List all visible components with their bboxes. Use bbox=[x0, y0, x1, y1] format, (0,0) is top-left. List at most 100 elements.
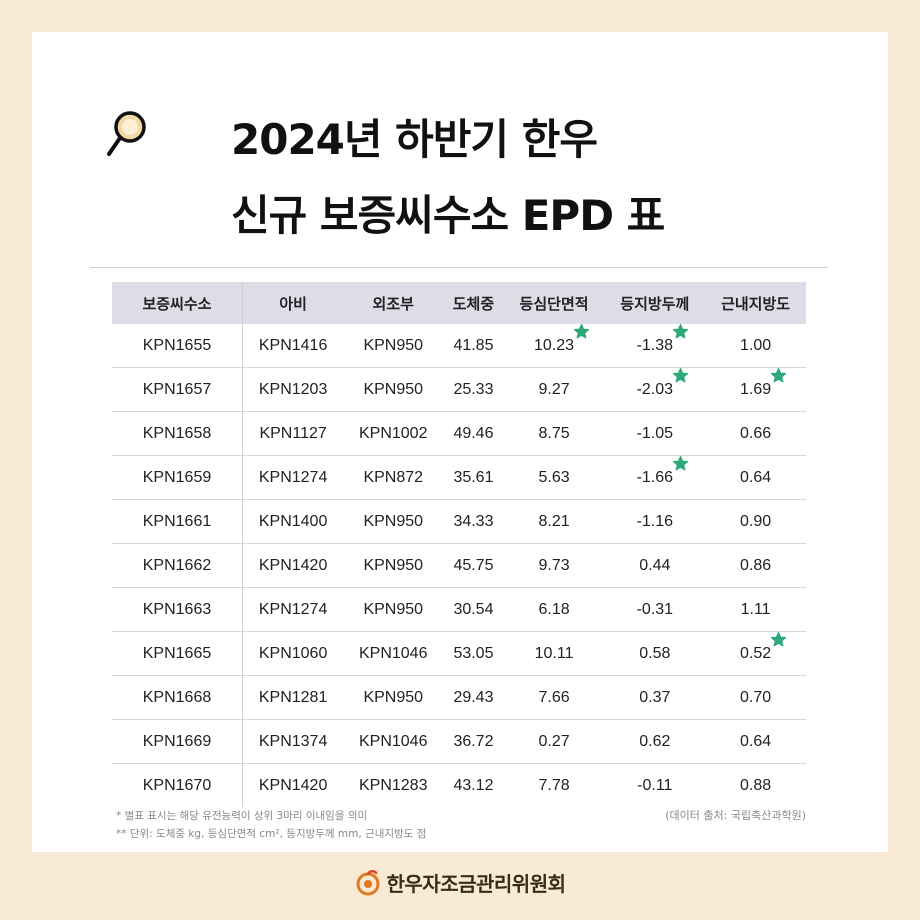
header-maternal-grandsire: 외조부 bbox=[343, 282, 444, 324]
cell-value: KPN950 bbox=[363, 512, 424, 530]
cell-value: 45.75 bbox=[453, 556, 494, 574]
cell-value: KPN1665 bbox=[142, 644, 212, 662]
header-eye-muscle-area: 등심단면적 bbox=[503, 282, 605, 324]
cell-eye-muscle-area: 9.73 bbox=[503, 543, 605, 588]
cell-value: 1.00 bbox=[740, 336, 772, 354]
header-sire: 아비 bbox=[242, 282, 344, 324]
cell-maternal-grandsire: KPN1002 bbox=[343, 411, 444, 456]
cell-sire: KPN1203 bbox=[242, 367, 344, 412]
cell-bull: KPN1657 bbox=[112, 367, 243, 412]
cell-sire: KPN1281 bbox=[242, 675, 344, 720]
cell-maternal-grandsire: KPN1283 bbox=[343, 764, 443, 808]
cell-value: 0.58 bbox=[639, 644, 671, 662]
cell-value: -1.66 bbox=[637, 455, 689, 487]
cell-marbling-score: 1.00 bbox=[705, 324, 806, 368]
cell-value: 25.33 bbox=[453, 380, 494, 398]
footer-org-name: 한우자조금관리위원회 bbox=[386, 872, 567, 896]
cell-carcass-weight: 30.54 bbox=[443, 587, 504, 632]
cell-carcass-weight: 25.33 bbox=[443, 367, 504, 412]
cell-value: KPN1374 bbox=[258, 732, 328, 750]
cell-eye-muscle-area: 9.27 bbox=[503, 367, 605, 412]
star-icon bbox=[573, 323, 590, 338]
header-carcass-weight: 도체중 bbox=[443, 282, 504, 324]
cell-value: KPN1420 bbox=[258, 776, 328, 794]
cell-eye-muscle-area: 7.78 bbox=[504, 764, 605, 808]
hanwoo-logo-icon bbox=[356, 869, 379, 895]
cell-value: KPN1002 bbox=[358, 424, 428, 442]
cell-backfat-thickness: 0.58 bbox=[604, 631, 706, 676]
cell-eye-muscle-area: 5.63 bbox=[503, 455, 605, 500]
cell-marbling-score: 0.52 bbox=[705, 631, 806, 676]
cell-sire: KPN1127 bbox=[242, 411, 344, 456]
cell-bull: KPN1669 bbox=[112, 719, 243, 764]
cell-value: KPN1203 bbox=[258, 380, 328, 398]
cell-value: KPN1283 bbox=[358, 776, 428, 794]
cell-value: 0.66 bbox=[740, 424, 772, 442]
cell-value: 8.75 bbox=[538, 424, 570, 442]
cell-marbling-score: 0.88 bbox=[705, 764, 806, 808]
cell-bull: KPN1663 bbox=[112, 587, 243, 632]
cell-marbling-score: 0.66 bbox=[705, 411, 806, 456]
footnote-units: ** 단위: 도체중 kg, 등심단면적 cm², 등지방두께 mm, 근내지방… bbox=[116, 828, 427, 840]
star-icon bbox=[771, 367, 787, 382]
cell-maternal-grandsire: KPN950 bbox=[343, 499, 444, 544]
cell-value: 0.86 bbox=[740, 556, 772, 574]
header-marbling-score: 근내지방도 bbox=[705, 282, 806, 324]
table-row: KPN1670 KPN1420 KPN1283 43.12 7.78 -0.11 0.88 bbox=[112, 763, 806, 808]
cell-eye-muscle-area: 8.75 bbox=[503, 411, 605, 456]
cell-value: KPN1046 bbox=[358, 732, 428, 750]
cell-marbling-score: 1.11 bbox=[705, 587, 806, 632]
cell-marbling-score: 0.64 bbox=[705, 719, 806, 764]
cell-value: KPN950 bbox=[363, 556, 424, 574]
cell-sire: KPN1400 bbox=[242, 499, 344, 544]
cell-value: KPN872 bbox=[363, 468, 424, 486]
cell-bull: KPN1655 bbox=[112, 324, 243, 368]
cell-backfat-thickness: -1.05 bbox=[604, 411, 706, 456]
cell-eye-muscle-area: 10.23 bbox=[503, 323, 605, 368]
cell-value: -1.05 bbox=[636, 424, 674, 442]
header-backfat-thickness: 등지방두께 bbox=[604, 282, 706, 324]
page-title-line2: 신규 보증씨수소 EPD 표 bbox=[231, 191, 665, 240]
cell-value: KPN1060 bbox=[258, 644, 328, 662]
cell-value: 53.05 bbox=[453, 644, 494, 662]
cell-value: KPN950 bbox=[363, 380, 424, 398]
cell-value: KPN1281 bbox=[258, 688, 328, 706]
cell-eye-muscle-area: 6.18 bbox=[503, 587, 605, 632]
table-row: KPN1659 KPN1274 KPN872 35.61 5.63 -1.66 0.64 bbox=[112, 455, 806, 500]
footer: 한우자조금관리위원회 bbox=[0, 868, 920, 904]
cell-carcass-weight: 35.61 bbox=[443, 455, 504, 500]
cell-backfat-thickness: 0.44 bbox=[604, 543, 706, 588]
cell-value: 0.88 bbox=[740, 776, 772, 794]
cell-backfat-thickness: 0.62 bbox=[604, 719, 706, 764]
cell-value: 29.43 bbox=[453, 688, 494, 706]
cell-value: 49.46 bbox=[453, 424, 494, 442]
cell-value: KPN1127 bbox=[259, 424, 327, 442]
cell-value: 30.54 bbox=[453, 600, 494, 618]
cell-value: KPN1400 bbox=[258, 512, 328, 530]
cell-bull: KPN1658 bbox=[112, 411, 243, 456]
cell-value: KPN1420 bbox=[258, 556, 328, 574]
cell-value: 0.37 bbox=[639, 688, 671, 706]
cell-sire: KPN1274 bbox=[242, 587, 344, 632]
epd-table: 보증씨수소 아비 외조부 도체중 등심단면적 등지방두께 근내지방도 KPN16… bbox=[112, 282, 806, 807]
cell-value: KPN1274 bbox=[258, 468, 328, 486]
cell-marbling-score: 0.86 bbox=[705, 543, 806, 588]
cell-maternal-grandsire: KPN950 bbox=[343, 587, 444, 632]
cell-value: KPN1274 bbox=[258, 600, 328, 618]
cell-value: KPN950 bbox=[363, 600, 424, 618]
content-card: 2024년 하반기 한우 신규 보증씨수소 EPD 표 보증씨수소 아비 외조부… bbox=[32, 32, 888, 852]
cell-backfat-thickness: -0.11 bbox=[604, 764, 705, 808]
table-row: KPN1668 KPN1281 KPN950 29.43 7.66 0.37 0.70 bbox=[112, 675, 806, 720]
cell-carcass-weight: 36.72 bbox=[443, 719, 504, 764]
cell-value: 7.66 bbox=[538, 688, 570, 706]
header-bull: 보증씨수소 bbox=[112, 282, 243, 324]
cell-value: KPN950 bbox=[363, 688, 424, 706]
cell-value: KPN1661 bbox=[142, 512, 212, 530]
cell-carcass-weight: 45.75 bbox=[443, 543, 504, 588]
footnote-star: * 별표 표시는 해당 유전능력이 상위 3마리 이내임을 의미 bbox=[116, 810, 368, 822]
cell-value: 34.33 bbox=[453, 512, 494, 530]
cell-eye-muscle-area: 0.27 bbox=[503, 719, 605, 764]
title-divider bbox=[90, 267, 828, 268]
cell-maternal-grandsire: KPN872 bbox=[343, 455, 444, 500]
cell-maternal-grandsire: KPN950 bbox=[343, 367, 444, 412]
